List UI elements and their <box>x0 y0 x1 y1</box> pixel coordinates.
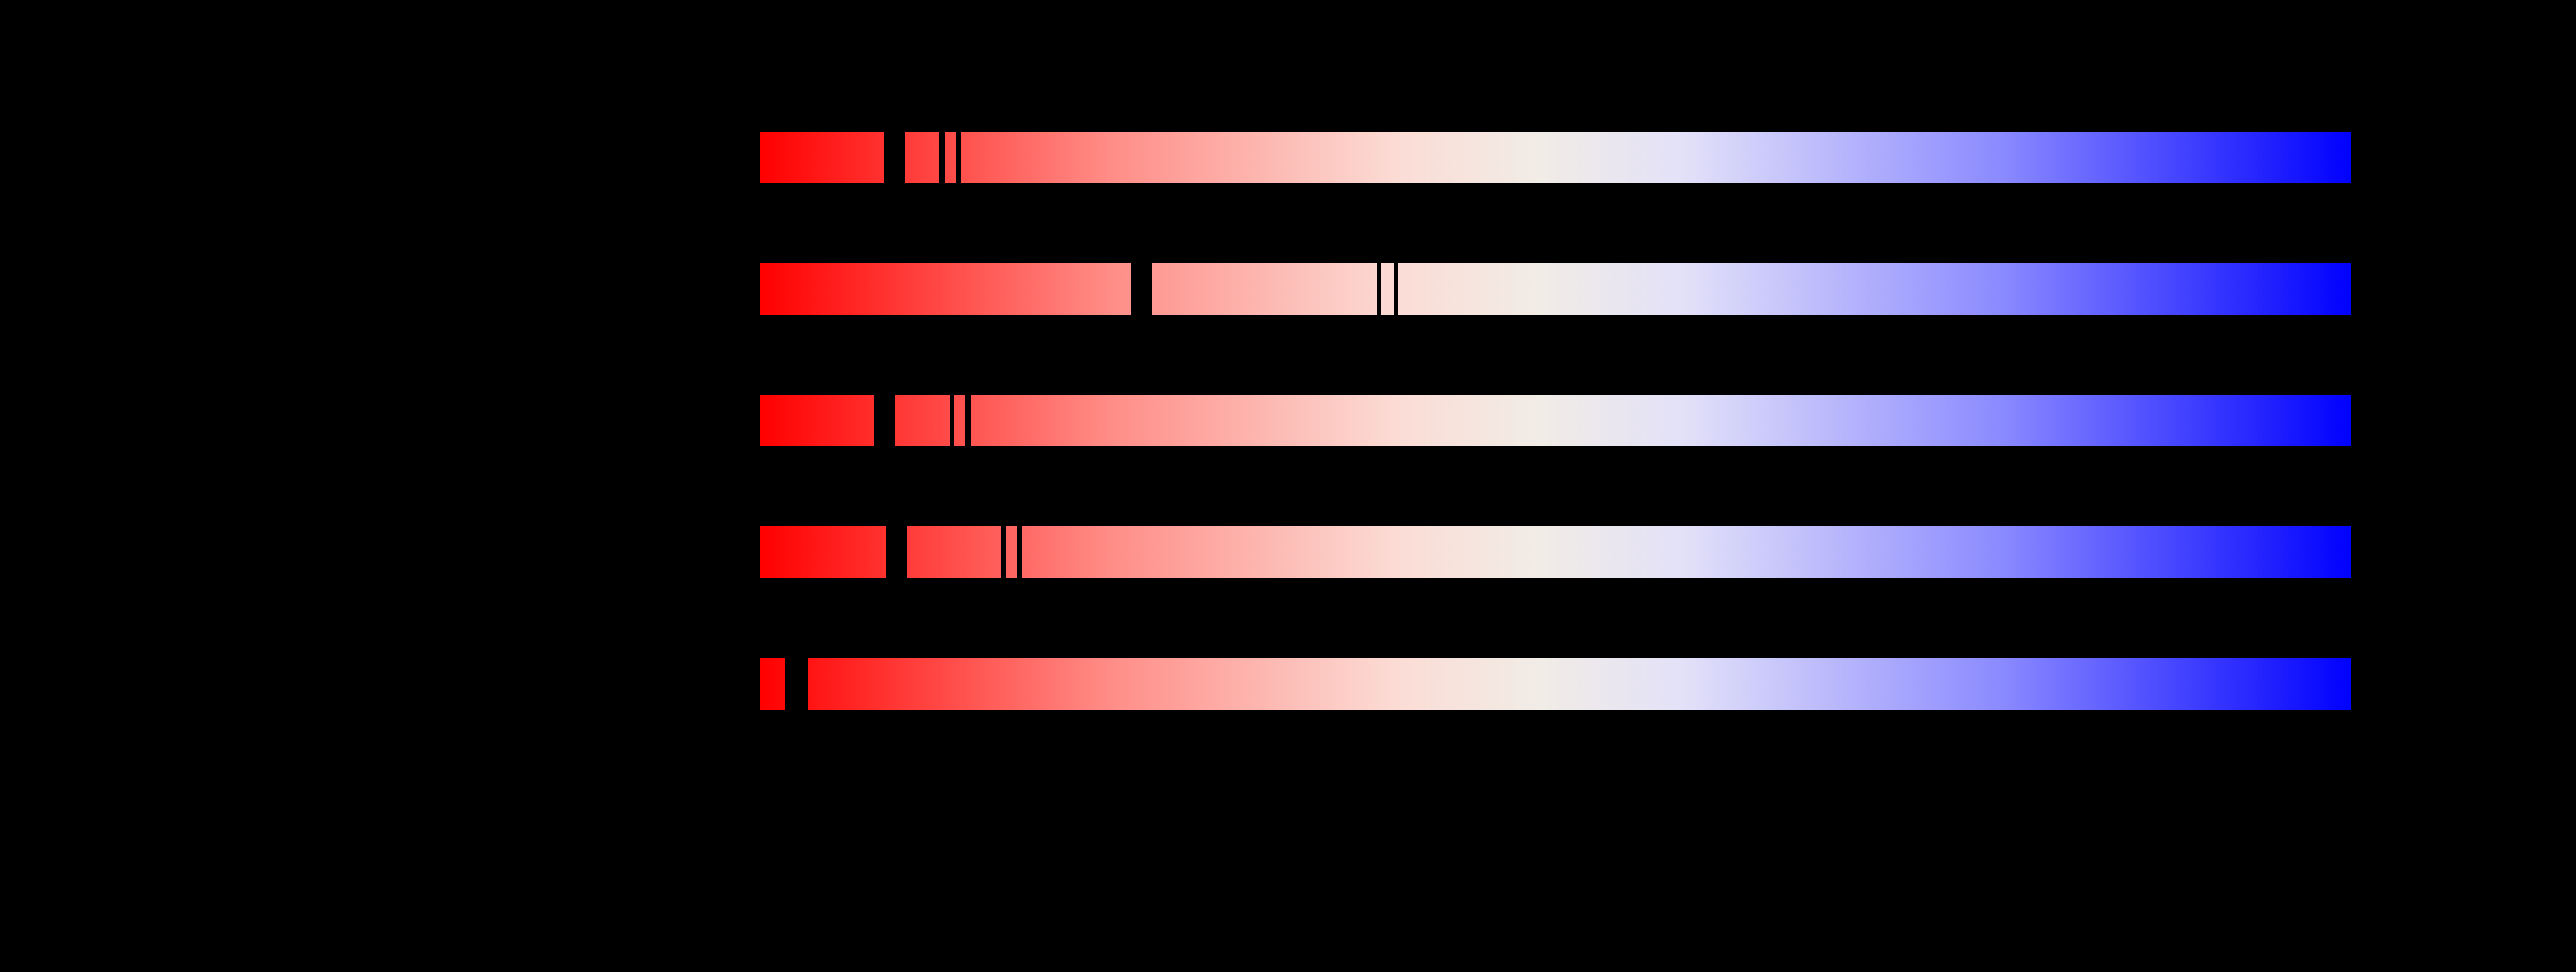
tick-mark-track-2-3 <box>1394 263 1398 316</box>
tick-mark-track-1-1 <box>884 132 906 184</box>
tick-mark-track-4-2 <box>1001 526 1006 579</box>
tick-mark-track-1-2 <box>939 132 945 184</box>
tick-mark-track-2-1 <box>1131 263 1152 316</box>
gradient-bar-track-1 <box>760 132 2351 184</box>
tick-mark-track-3-3 <box>965 395 971 447</box>
tick-mark-track-3-2 <box>950 395 955 447</box>
tick-mark-track-3-1 <box>873 395 895 447</box>
tick-mark-track-2-2 <box>1377 263 1382 316</box>
gradient-bar-track-5 <box>760 658 2351 710</box>
tick-mark-track-5-1 <box>784 658 808 710</box>
gradient-bar-track-4 <box>760 526 2351 579</box>
tick-mark-track-4-3 <box>1017 526 1023 579</box>
tick-mark-track-1-3 <box>956 132 961 184</box>
gradient-bar-track-3 <box>760 395 2351 447</box>
gradient-bar-track-2 <box>760 263 2351 316</box>
tick-mark-track-4-1 <box>886 526 907 579</box>
